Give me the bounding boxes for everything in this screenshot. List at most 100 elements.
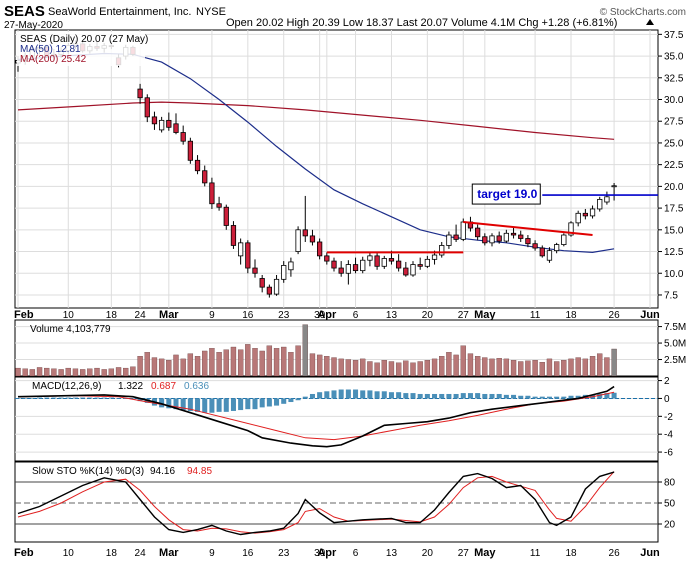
volume-bar [137,356,143,377]
volume-bar [597,353,603,377]
macd-histogram-bar [51,397,57,399]
volume-bar [510,360,517,377]
price-legend: SEAS (Daily) 20.07 (27 May) MA(50) 12.81… [17,32,148,66]
macd-histogram-bar [302,396,308,399]
volume-bar [395,362,402,377]
macd-histogram-bar [446,393,452,399]
macd-histogram-bar [360,390,366,399]
x-tick-label: 18 [565,310,577,321]
macd-histogram-bar [274,398,280,406]
candle-body [381,258,387,267]
candle-body [539,247,545,257]
price-y-tick-label: 10.0 [664,269,684,280]
macd-y-tick-label: 2 [664,376,670,387]
volume-bar [439,356,445,377]
x-tick-label: Feb [14,309,34,321]
macd-line [17,385,615,448]
candle-body [482,236,488,244]
macd-histogram-bar [44,397,50,399]
macd-histogram-bar [568,395,574,399]
candle-body [496,235,502,242]
volume-bar [374,362,380,377]
volume-bar [158,358,165,377]
macd-histogram-value: 0.636 [184,381,209,392]
candle-body [374,255,380,267]
candle-body [202,170,208,184]
macd-histogram-bar [374,391,380,399]
volume-bar [230,346,237,377]
candle-body [439,245,445,256]
x-tick-label: 9 [209,310,215,321]
candle-body [575,212,581,224]
price-y-tick-label: 30.0 [664,95,684,106]
candle-body [151,116,158,125]
candle-body [611,185,617,188]
x-tick-label: 9 [209,548,215,559]
price-y-tick-label: 17.5 [664,204,684,215]
macd-histogram-bar [460,393,466,399]
candle-body [209,182,215,205]
volume-bar [474,356,481,377]
macd-histogram-bar [496,393,502,399]
volume-bar [216,352,222,377]
volume-bar [273,348,280,377]
volume-bar [352,360,359,377]
candle-body [137,88,143,99]
candle-body [597,199,603,210]
volume-bar [410,362,416,377]
macd-histogram-bar [108,397,114,399]
candle-body [238,242,244,257]
macd-histogram-bar [216,398,222,412]
volume-bar [252,348,258,377]
candle-body [503,232,509,242]
macd-histogram-bar [353,389,359,399]
macd-histogram-bar [532,396,538,399]
volume-plot: 7.5M 5.0M 2.5M [15,322,686,377]
macd-histogram-bar [331,390,337,399]
macd-histogram-bar [116,398,122,399]
volume-bar [338,358,344,377]
triangle-up-icon [646,19,654,25]
candle-body [525,238,531,245]
volume-bar [453,354,459,377]
target-annotation-text: target 19.0 [477,187,537,201]
ma200-line [17,101,615,140]
x-tick-label: 20 [422,548,434,559]
macd-histogram-bar [511,394,517,399]
volume-bar [58,369,64,377]
volume-bar [568,358,574,377]
sto-k-line [17,471,615,536]
candle-body [144,97,150,118]
macd-signal-value: 0.687 [151,381,176,392]
legend-price: SEAS (Daily) 20.07 (27 May) [20,34,148,45]
candle-body [546,250,553,261]
macd-histogram-bar [94,397,100,399]
candle-body [180,132,186,142]
volume-bar [295,345,301,377]
candle-body [281,265,287,280]
x-tick-label: 10 [63,310,75,321]
volume-bar [360,358,366,377]
candle-body [288,261,294,271]
x-tick-label: 27 [458,310,470,321]
ma50-line [17,52,615,254]
volume-bar [130,366,136,377]
volume-bar [482,357,488,377]
sto-k-value: 94.16 [150,466,175,477]
macd-histogram-bar [29,398,35,399]
price-y-tick-label: 35.0 [664,52,684,63]
volume-bar [316,354,323,377]
volume-bar [29,369,36,377]
candle-body [194,159,201,172]
volume-bar [489,358,495,377]
volume-bar [209,348,215,377]
volume-bar [331,357,337,377]
candle-body [223,206,229,226]
candle-body [460,221,466,240]
x-tick-label: 26 [609,310,621,321]
volume-bar [446,352,452,377]
candle-body [159,119,165,131]
candle-body [604,196,610,203]
macd-histogram-bar [597,393,603,399]
